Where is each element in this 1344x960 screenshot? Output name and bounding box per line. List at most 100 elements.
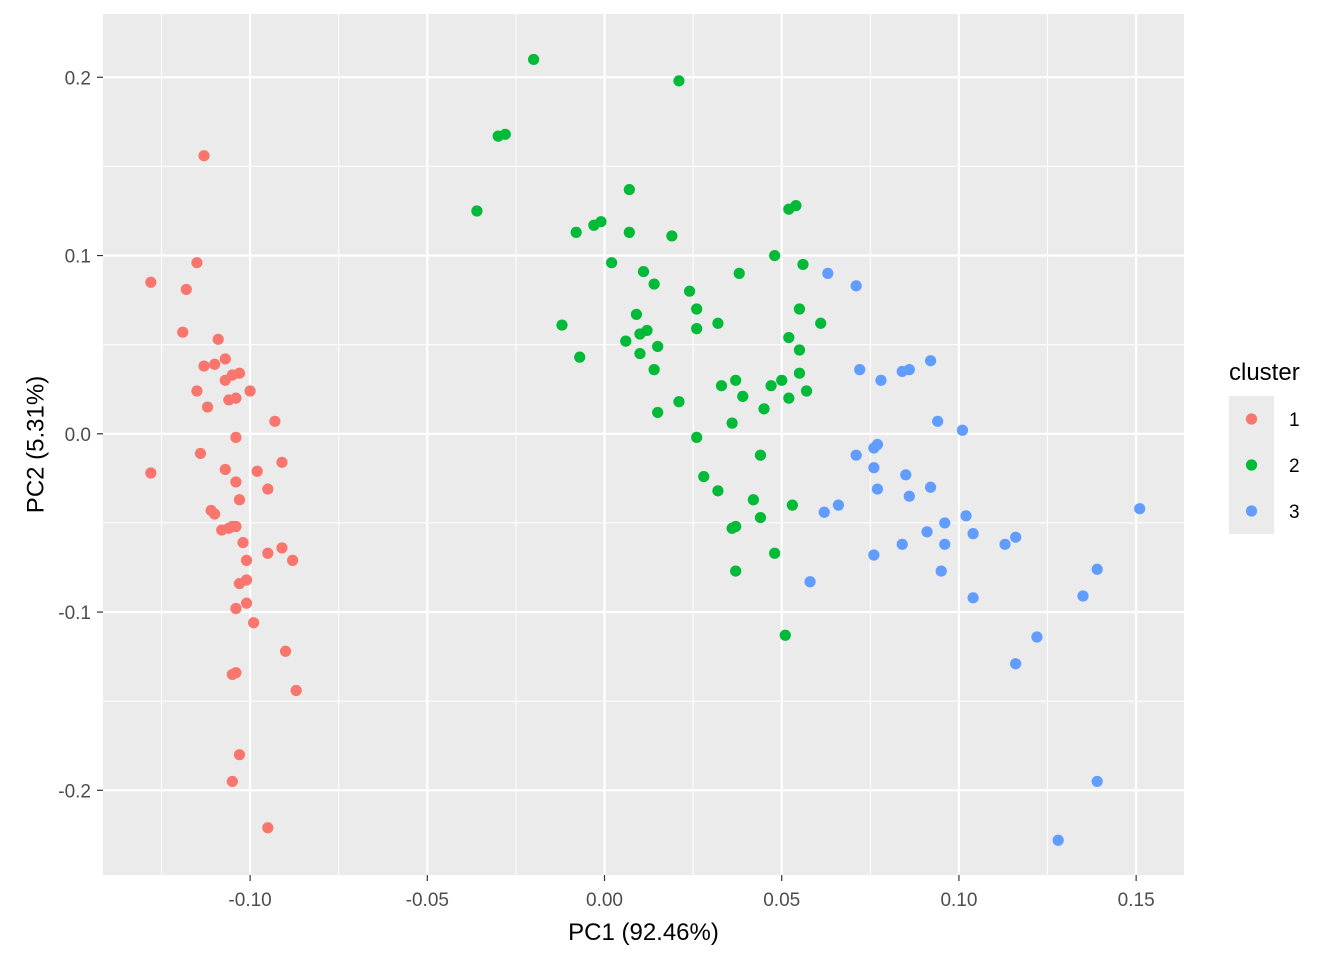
x-tick-label: 0.05 (763, 890, 800, 911)
data-point-cluster-3 (832, 499, 845, 511)
data-point-cluster-2 (673, 396, 685, 408)
data-point-cluster-1 (230, 476, 242, 488)
data-point-cluster-1 (226, 668, 238, 681)
y-tick-label: -0.2 (58, 781, 91, 802)
data-point-cluster-1 (237, 536, 249, 549)
data-point-cluster-3 (1052, 834, 1064, 846)
data-point-cluster-3 (896, 365, 908, 378)
legend-label: 2 (1289, 456, 1300, 477)
data-point-cluster-2 (754, 511, 767, 524)
data-point-cluster-3 (822, 267, 834, 279)
data-point-cluster-1 (244, 385, 256, 397)
data-point-cluster-3 (868, 442, 880, 454)
major-gridlines (103, 14, 1184, 875)
data-point-cluster-3 (939, 517, 951, 529)
y-tick-label: 0.0 (65, 425, 91, 446)
data-point-cluster-1 (219, 353, 231, 365)
data-point-cluster-2 (606, 257, 618, 269)
data-point-cluster-2 (623, 226, 635, 238)
data-point-cluster-2 (471, 205, 483, 217)
data-point-cluster-1 (194, 447, 207, 460)
legend-key-swatch (1245, 413, 1258, 425)
data-point-cluster-2 (648, 278, 660, 290)
data-point-cluster-3 (932, 415, 944, 427)
data-point-cluster-2 (637, 265, 650, 278)
data-point-cluster-1 (251, 465, 263, 477)
x-axis-title: PC1 (92.46%) (568, 919, 719, 946)
data-point-cluster-1 (198, 150, 210, 162)
x-tick-label: 0.10 (940, 890, 977, 911)
data-point-cluster-2 (793, 344, 806, 356)
data-point-cluster-3 (1134, 503, 1146, 515)
data-point-cluster-2 (783, 392, 795, 404)
data-point-cluster-1 (226, 775, 238, 788)
data-point-cluster-2 (733, 267, 745, 279)
y-axis-ticks: -0.2 -0.1 0.0 0.1 0.2 (58, 68, 103, 802)
data-point-cluster-3 (850, 449, 862, 461)
data-point-cluster-2 (712, 317, 724, 329)
data-point-cluster-3 (956, 424, 969, 436)
legend-title: cluster (1229, 359, 1300, 386)
data-point-cluster-1 (262, 822, 274, 834)
data-point-cluster-3 (939, 538, 951, 550)
x-tick-label: 0.15 (1118, 890, 1155, 911)
data-point-cluster-2 (776, 374, 788, 386)
data-point-cluster-1 (180, 283, 192, 296)
data-point-cluster-2 (556, 319, 568, 331)
data-point-cluster-3 (1031, 631, 1043, 643)
data-point-cluster-2 (754, 449, 767, 461)
y-tick-label: 0.2 (65, 68, 91, 89)
data-point-cluster-1 (145, 276, 157, 288)
data-point-cluster-3 (924, 481, 937, 493)
y-tick-label: -0.1 (58, 603, 91, 624)
data-point-cluster-2 (528, 53, 540, 66)
data-point-cluster-1 (230, 602, 242, 615)
legend: cluster 1 2 3 (1229, 359, 1300, 534)
data-point-cluster-1 (198, 360, 210, 372)
data-point-cluster-1 (191, 257, 203, 269)
legend-keys: 1 2 3 (1229, 396, 1300, 534)
data-point-cluster-2 (673, 75, 685, 87)
data-point-cluster-1 (230, 431, 242, 443)
data-point-cluster-1 (145, 467, 157, 479)
data-point-cluster-1 (287, 554, 299, 566)
data-point-cluster-2 (666, 230, 678, 242)
data-point-cluster-1 (219, 463, 231, 476)
data-point-cluster-1 (201, 401, 214, 413)
data-point-cluster-1 (223, 394, 235, 406)
data-point-cluster-2 (783, 203, 795, 215)
data-point-cluster-1 (240, 554, 253, 566)
data-point-cluster-2 (630, 308, 643, 320)
data-point-cluster-3 (960, 510, 972, 522)
data-point-cluster-3 (896, 538, 908, 550)
data-point-cluster-2 (715, 380, 728, 392)
data-point-cluster-2 (800, 385, 813, 397)
y-tick-label: 0.1 (65, 247, 91, 268)
data-point-cluster-1 (233, 494, 246, 506)
data-point-cluster-2 (691, 303, 703, 315)
data-point-cluster-2 (769, 249, 781, 262)
legend-key-swatch (1245, 459, 1258, 471)
data-point-cluster-3 (868, 549, 880, 561)
data-point-cluster-2 (492, 130, 504, 142)
data-point-cluster-2 (683, 285, 696, 297)
data-point-cluster-1 (262, 547, 274, 559)
x-tick-label: -0.05 (406, 890, 449, 911)
y-axis-title: PC2 (5.31%) (22, 376, 49, 513)
data-point-cluster-1 (262, 483, 274, 495)
data-point-cluster-3 (900, 469, 912, 481)
data-point-cluster-2 (797, 258, 809, 271)
plot-panel (103, 14, 1184, 875)
data-point-cluster-3 (1010, 531, 1022, 543)
data-point-cluster-2 (737, 390, 749, 402)
data-point-cluster-3 (924, 355, 937, 367)
data-point-cluster-2 (623, 183, 635, 196)
data-point-cluster-2 (620, 335, 632, 347)
data-points (145, 53, 1146, 846)
data-point-cluster-2 (712, 485, 724, 497)
x-tick-label: 0.00 (586, 890, 623, 911)
data-point-cluster-2 (648, 364, 660, 376)
data-point-cluster-2 (634, 328, 646, 340)
data-point-cluster-3 (967, 592, 979, 604)
data-point-cluster-2 (793, 367, 806, 379)
